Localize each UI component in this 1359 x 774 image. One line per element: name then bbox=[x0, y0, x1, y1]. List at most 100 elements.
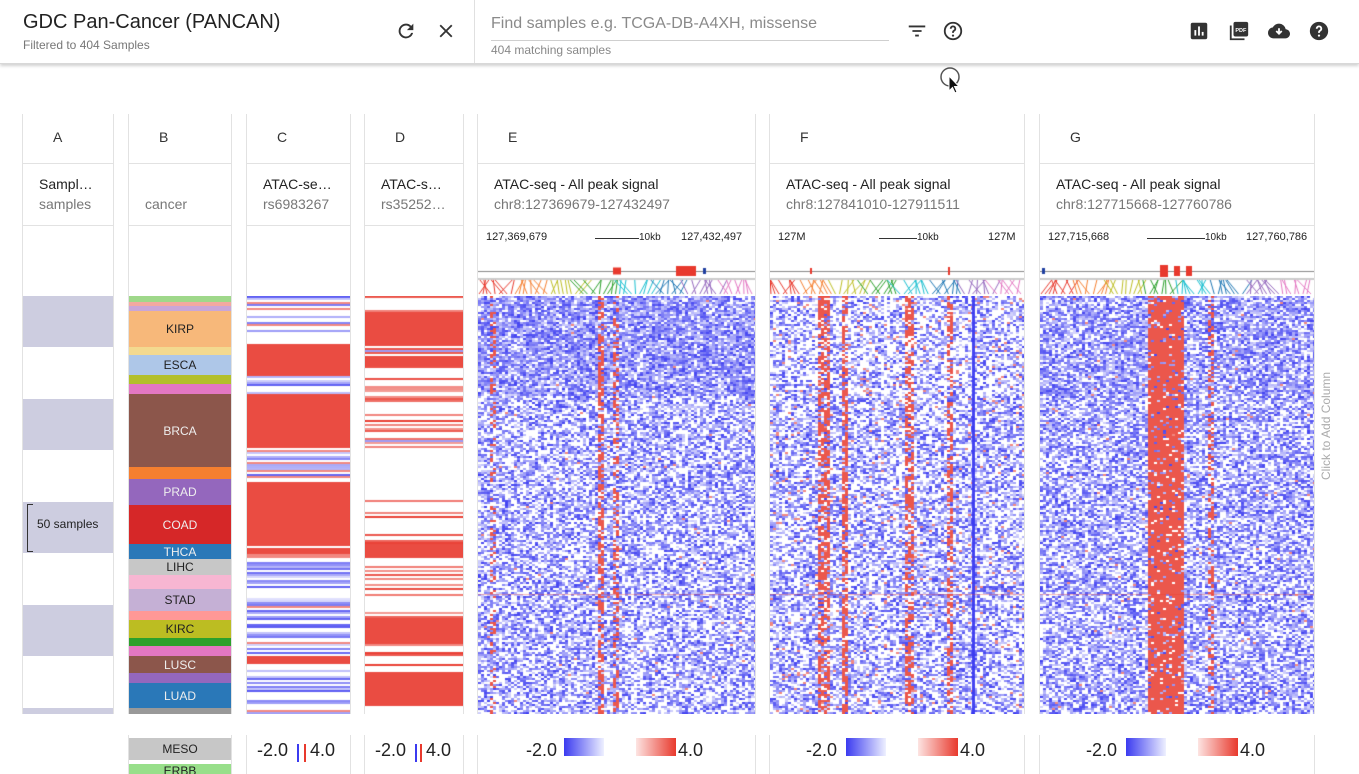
column-divider bbox=[478, 225, 755, 226]
cohort-title[interactable]: GDC Pan-Cancer (PANCAN) bbox=[23, 11, 281, 33]
column-atac-rs6983267[interactable]: C ATAC-se… rs6983267 bbox=[246, 114, 351, 714]
legend-min: -2.0 bbox=[257, 740, 289, 760]
sample-band[interactable] bbox=[23, 296, 113, 347]
column-divider bbox=[1040, 225, 1314, 226]
column-subtitle: rs35252… bbox=[381, 196, 446, 212]
column-divider bbox=[247, 225, 350, 226]
peak-signal-heatmap[interactable] bbox=[770, 296, 1024, 714]
search-help-button[interactable] bbox=[939, 17, 967, 45]
download-button[interactable] bbox=[1265, 17, 1293, 45]
cancer-segment[interactable] bbox=[129, 638, 231, 646]
variant-signal-heatmap[interactable] bbox=[247, 296, 350, 714]
export-pdf-button[interactable]: PDF bbox=[1225, 17, 1253, 45]
cancer-segment-coad[interactable]: COAD bbox=[129, 505, 231, 544]
cancer-legend-item[interactable]: ERBB bbox=[129, 764, 231, 774]
cancer-segment[interactable] bbox=[129, 375, 231, 384]
gene-track[interactable] bbox=[1040, 250, 1314, 296]
column-atac-rs35252[interactable]: D ATAC-s… rs35252… bbox=[364, 114, 464, 714]
cancer-segment[interactable] bbox=[129, 467, 231, 479]
sample-band[interactable]: 50 samples bbox=[23, 502, 113, 553]
column-atac-peaks-f[interactable]: F ATAC-seq - All peak signal chr8:127841… bbox=[769, 114, 1025, 714]
cancer-segment-esca[interactable]: ESCA bbox=[129, 355, 231, 375]
column-title[interactable]: ATAC-seq - All peak signal bbox=[494, 176, 659, 192]
legend-min: -2.0 bbox=[375, 740, 407, 760]
help-button[interactable] bbox=[1305, 17, 1333, 45]
peak-signal-heatmap[interactable] bbox=[1040, 296, 1314, 714]
cancer-segment[interactable] bbox=[129, 673, 231, 683]
cancer-segment[interactable] bbox=[129, 646, 231, 656]
cancer-label: ESCA bbox=[163, 358, 197, 372]
cancer-segment-luad[interactable]: LUAD bbox=[129, 683, 231, 708]
legend-min: -2.0 bbox=[1086, 740, 1118, 760]
cancer-segment-prad[interactable]: PRAD bbox=[129, 479, 231, 505]
legend-gradient-high bbox=[918, 738, 958, 756]
sample-band[interactable] bbox=[23, 605, 113, 656]
cancer-segment[interactable] bbox=[129, 575, 231, 589]
cancer-legend-item[interactable]: MESO bbox=[129, 738, 231, 760]
cancer-segment-stad[interactable]: STAD bbox=[129, 589, 231, 611]
column-title[interactable]: ATAC-s… bbox=[381, 176, 442, 192]
cancer-segment[interactable] bbox=[129, 302, 231, 306]
cancer-segment[interactable] bbox=[129, 384, 231, 394]
cancer-segment-lihc[interactable]: LIHC bbox=[129, 559, 231, 575]
cancer-label: LIHC bbox=[166, 560, 194, 574]
column-title[interactable]: ATAC-se… bbox=[263, 176, 332, 192]
refresh-icon bbox=[398, 23, 414, 39]
column-letter: A bbox=[53, 129, 63, 145]
cancer-label: LUAD bbox=[163, 688, 196, 703]
column-title[interactable]: Sampl… bbox=[39, 176, 93, 192]
column-title[interactable]: ATAC-seq - All peak signal bbox=[1056, 176, 1221, 192]
legend-max: 4.0 bbox=[426, 740, 452, 760]
column-cancer[interactable]: B cancer KIRP ESCA BRCA PRAD COAD THCA L… bbox=[128, 114, 232, 714]
clear-filter-button[interactable] bbox=[432, 17, 460, 45]
cancer-segment[interactable] bbox=[129, 306, 231, 311]
cancer-segment-thca[interactable]: THCA bbox=[129, 544, 231, 559]
chart-view-button[interactable] bbox=[1185, 17, 1213, 45]
column-atac-peaks-g[interactable]: G ATAC-seq - All peak signal chr8:127715… bbox=[1039, 114, 1315, 714]
legend-min: -2.0 bbox=[526, 740, 558, 760]
cancer-label: BRCA bbox=[163, 423, 197, 438]
add-column-button[interactable]: Click to Add Column bbox=[1317, 355, 1341, 485]
column-divider bbox=[247, 163, 350, 164]
close-icon bbox=[439, 24, 453, 38]
help-circle-icon bbox=[943, 21, 963, 41]
refresh-button[interactable] bbox=[392, 17, 420, 45]
column-title[interactable]: ATAC-seq - All peak signal bbox=[786, 176, 951, 192]
sample-band[interactable] bbox=[23, 708, 113, 714]
gene-track[interactable] bbox=[770, 250, 1024, 296]
cancer-segment[interactable] bbox=[129, 708, 231, 714]
gene-track[interactable] bbox=[478, 250, 755, 296]
column-letter: D bbox=[395, 129, 406, 145]
cancer-segment-kirc[interactable]: KIRC bbox=[129, 620, 231, 638]
legend-swatch-high bbox=[420, 744, 422, 762]
column-divider bbox=[478, 163, 755, 164]
sample-band[interactable] bbox=[23, 399, 113, 450]
cancer-label: STAD bbox=[164, 593, 196, 607]
coord-end: 127,432,497 bbox=[681, 231, 743, 243]
cancer-segment[interactable] bbox=[129, 611, 231, 620]
column-divider bbox=[23, 225, 113, 226]
help-icon bbox=[1309, 21, 1329, 41]
filter-icon bbox=[908, 25, 926, 37]
cancer-segment-kirp[interactable]: KIRP bbox=[129, 311, 231, 347]
legend-gradient-high bbox=[636, 738, 676, 756]
column-samples[interactable]: A Sampl… samples 50 samples bbox=[22, 114, 114, 714]
sample-search-input[interactable] bbox=[491, 8, 889, 41]
cancer-segment[interactable] bbox=[129, 347, 231, 355]
column-subtitle: cancer bbox=[145, 196, 188, 212]
cancer-segment[interactable] bbox=[129, 296, 231, 302]
cancer-segment-brca[interactable]: BRCA bbox=[129, 394, 231, 467]
filter-button[interactable] bbox=[903, 17, 931, 45]
column-e-legend: -2.0 4.0 bbox=[477, 735, 756, 774]
column-letter: E bbox=[508, 129, 518, 145]
column-g-legend: -2.0 4.0 bbox=[1039, 735, 1315, 774]
legend-gradient-low bbox=[564, 738, 604, 756]
column-atac-peaks-e[interactable]: E ATAC-seq - All peak signal chr8:127369… bbox=[477, 114, 756, 714]
search-match-count: 404 matching samples bbox=[491, 43, 612, 57]
column-f-legend: -2.0 4.0 bbox=[769, 735, 1025, 774]
cancer-segment-lusc[interactable]: LUSC bbox=[129, 656, 231, 673]
peak-signal-heatmap[interactable] bbox=[478, 296, 755, 714]
variant-signal-heatmap[interactable] bbox=[365, 296, 463, 714]
column-letter: B bbox=[159, 129, 169, 145]
column-subtitle: chr8:127715668-127760786 bbox=[1056, 196, 1232, 212]
